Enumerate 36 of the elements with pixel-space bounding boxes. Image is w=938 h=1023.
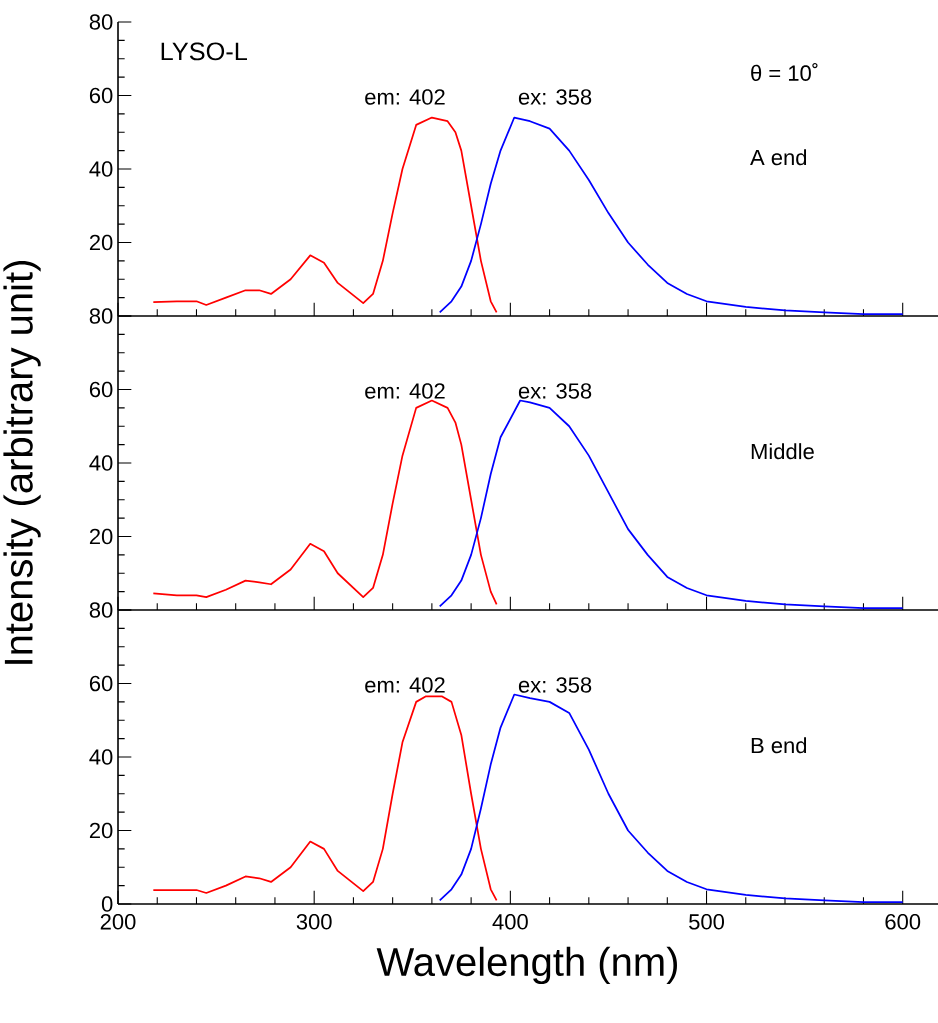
annotation: Middle: [751, 443, 814, 460]
y-tick-label: 20: [89, 822, 113, 839]
text: LYSO-L: [161, 42, 247, 61]
line-series: [438, 399, 904, 610]
annotation: ex: 358: [518, 383, 592, 399]
annotation: ex: 358: [518, 89, 592, 105]
y-tick-label: 40: [89, 749, 113, 765]
y-tick-label: 40: [89, 161, 113, 177]
y-tick-label: 60: [89, 381, 113, 398]
x-tick-label: 300: [296, 914, 332, 930]
y-tick-label: 20: [89, 528, 113, 545]
line-series: [152, 399, 498, 606]
y-tick-label: 40: [89, 455, 113, 471]
y-axis-title: Intensity (arbitrary unit): [3, 261, 41, 664]
annotation: ex: 358: [518, 677, 592, 693]
y-tick-label: 80: [89, 14, 113, 30]
annotation: θ = 10˚: [751, 63, 818, 81]
line-series: [152, 116, 498, 314]
x-tick-label: 500: [689, 914, 725, 930]
annotation: em: 402: [365, 89, 445, 105]
annotation: A end: [750, 149, 807, 166]
x-tick-label: 200: [100, 914, 136, 930]
x-tick-label: 600: [885, 914, 921, 930]
annotation: B end: [751, 737, 807, 754]
annotation: em: 402: [365, 677, 445, 693]
x-tick-label: 400: [492, 914, 528, 930]
line-series: [438, 116, 904, 316]
y-tick-label: 80: [89, 602, 113, 618]
y-tick-label: 80: [89, 308, 113, 324]
y-tick-label: 60: [89, 87, 113, 104]
y-tick-label: 0: [101, 896, 113, 912]
line-series: [438, 693, 904, 904]
x-axis-title: Wavelength (nm): [376, 946, 677, 985]
y-tick-label: 20: [89, 234, 113, 251]
y-tick-label: 60: [89, 675, 113, 692]
annotation: em: 402: [365, 383, 445, 399]
